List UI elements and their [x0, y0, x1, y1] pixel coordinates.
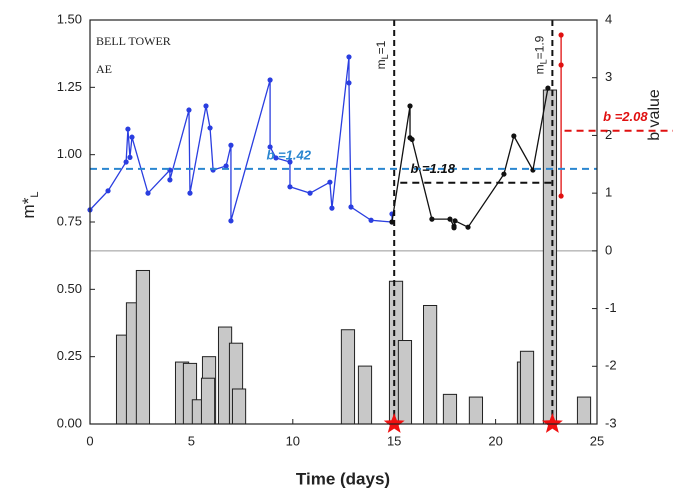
mainshock-star [383, 413, 405, 433]
y-tick-label: 1.25 [57, 79, 82, 94]
bar [135, 269, 151, 425]
y2-tick-label: -1 [605, 300, 617, 315]
point [228, 218, 234, 224]
b-reference-label: b =1.18 [411, 161, 456, 176]
point [267, 77, 273, 83]
point [447, 216, 453, 222]
point [129, 134, 135, 140]
mainshock-label: mL=1 [374, 40, 390, 69]
point [429, 216, 435, 222]
label-subscript: L [29, 192, 41, 198]
b-reference-label: b =1.42 [267, 147, 312, 162]
x-axis-label: Time (days) [296, 469, 390, 488]
bar [423, 304, 438, 425]
point [452, 218, 458, 224]
y-tick-label: 0.00 [57, 415, 82, 430]
point [451, 225, 457, 231]
bar [576, 396, 592, 425]
y-tick-label: 1.00 [57, 146, 82, 161]
y-axis-label: m*L [19, 192, 40, 219]
label-part: L [381, 54, 391, 59]
point [465, 224, 471, 230]
point [125, 126, 131, 132]
annotation: AE [96, 62, 112, 76]
y-tick-label: 0.75 [57, 213, 82, 228]
y2-tick-label: 0 [605, 242, 612, 257]
point [346, 80, 352, 86]
point [207, 125, 213, 131]
y-tick-label: 0.50 [57, 281, 82, 296]
point [145, 190, 151, 196]
bar [200, 377, 216, 425]
y-tick-label: 0.25 [57, 348, 82, 363]
point [186, 107, 192, 113]
bar [397, 340, 413, 425]
point [105, 188, 111, 194]
b-reference-label: b =2.08 [603, 109, 648, 124]
point [348, 204, 354, 210]
y-tick-label: 1.50 [57, 11, 82, 26]
point [123, 159, 129, 165]
bar [442, 393, 458, 425]
x-tick-label: 20 [488, 433, 502, 448]
label-part: =1.9 [533, 35, 547, 59]
point [228, 142, 234, 148]
y2-tick-label: 3 [605, 69, 612, 84]
label-part: m [374, 59, 388, 69]
x-tick-label: 15 [387, 433, 401, 448]
point [501, 171, 507, 177]
y2-tick-label: 4 [605, 11, 612, 26]
annotation: BELL TOWER [96, 34, 171, 48]
point [407, 103, 413, 109]
mainshock-label: mL=1.9 [533, 35, 549, 74]
line [391, 87, 549, 229]
line [89, 56, 393, 223]
mainshock-star [541, 413, 563, 433]
x-tick-label: 0 [86, 433, 93, 448]
point [409, 136, 415, 143]
point [287, 159, 293, 165]
x-tick-label: 25 [590, 433, 604, 448]
label-part: m* [19, 197, 38, 218]
point [187, 190, 193, 196]
point [558, 193, 564, 199]
bar [542, 89, 558, 425]
bar [340, 329, 356, 425]
x-tick-label: 10 [286, 433, 300, 448]
point [545, 85, 551, 91]
y2-tick-label: 2 [605, 127, 612, 142]
point [267, 144, 273, 150]
y2-tick-label: -2 [605, 358, 617, 373]
point [223, 163, 229, 169]
point [558, 62, 564, 68]
point [287, 184, 293, 190]
bar [519, 350, 535, 425]
bar [468, 396, 484, 425]
point [307, 190, 313, 196]
bar [357, 365, 373, 425]
point [127, 154, 133, 160]
plot-frame [89, 19, 598, 425]
point [346, 54, 352, 60]
y2-tick-label: 1 [605, 185, 612, 200]
label-part: L [539, 59, 549, 64]
label-part: m [533, 64, 547, 74]
point [203, 103, 209, 109]
point [273, 155, 279, 161]
point [511, 133, 517, 139]
point [327, 179, 333, 185]
point [558, 32, 564, 38]
point [368, 217, 374, 223]
point [329, 205, 335, 211]
y2-axis-label: b value [646, 89, 663, 141]
point [167, 177, 173, 183]
label-part: =1 [374, 40, 388, 54]
bar [231, 388, 247, 425]
y2-tick-label: -3 [605, 415, 617, 430]
x-tick-label: 5 [188, 433, 195, 448]
